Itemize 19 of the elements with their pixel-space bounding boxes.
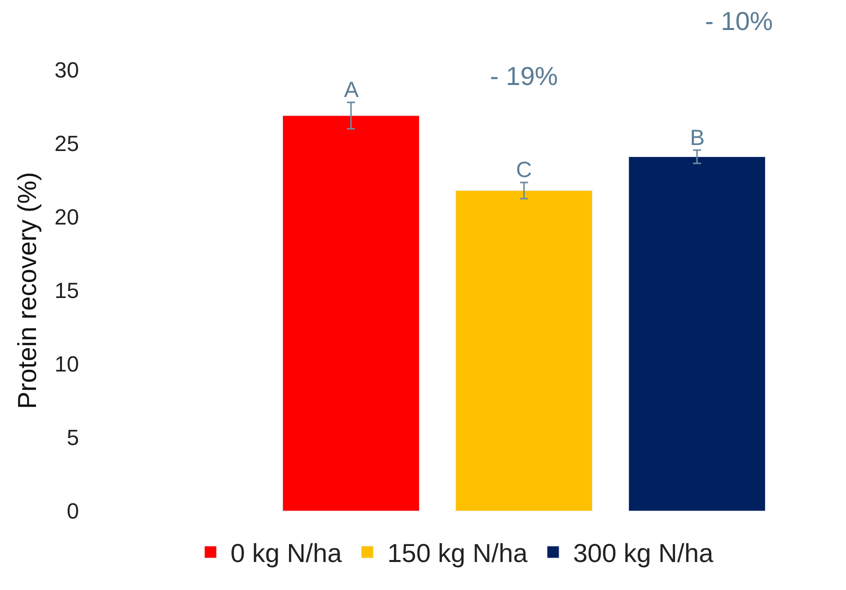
y-tick-label: 5 xyxy=(66,425,79,450)
text: - 10% xyxy=(705,6,773,36)
y-tick-label: 25 xyxy=(54,131,79,156)
y-tick-label: 20 xyxy=(54,204,79,230)
bar xyxy=(455,190,593,511)
y-tick-label: 30 xyxy=(54,58,79,83)
y-tick-label: 15 xyxy=(54,278,79,304)
y-tick-label: 10 xyxy=(54,352,79,377)
annotation: C xyxy=(516,157,532,182)
y-axis-title: Protein recovery (%) xyxy=(12,172,42,409)
bar xyxy=(628,156,766,511)
y-tick-label: 0 xyxy=(66,498,79,524)
bar xyxy=(282,115,420,511)
legend-label: 300 kg N/ha xyxy=(573,538,714,568)
annotation: A xyxy=(344,77,359,102)
annotation: B xyxy=(690,125,705,150)
legend-label: 150 kg N/ha xyxy=(387,538,528,568)
annotation: - 19% xyxy=(490,61,558,91)
legend-label: 0 kg N/ha xyxy=(230,538,342,568)
